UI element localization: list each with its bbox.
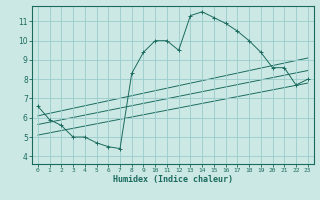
X-axis label: Humidex (Indice chaleur): Humidex (Indice chaleur) xyxy=(113,175,233,184)
